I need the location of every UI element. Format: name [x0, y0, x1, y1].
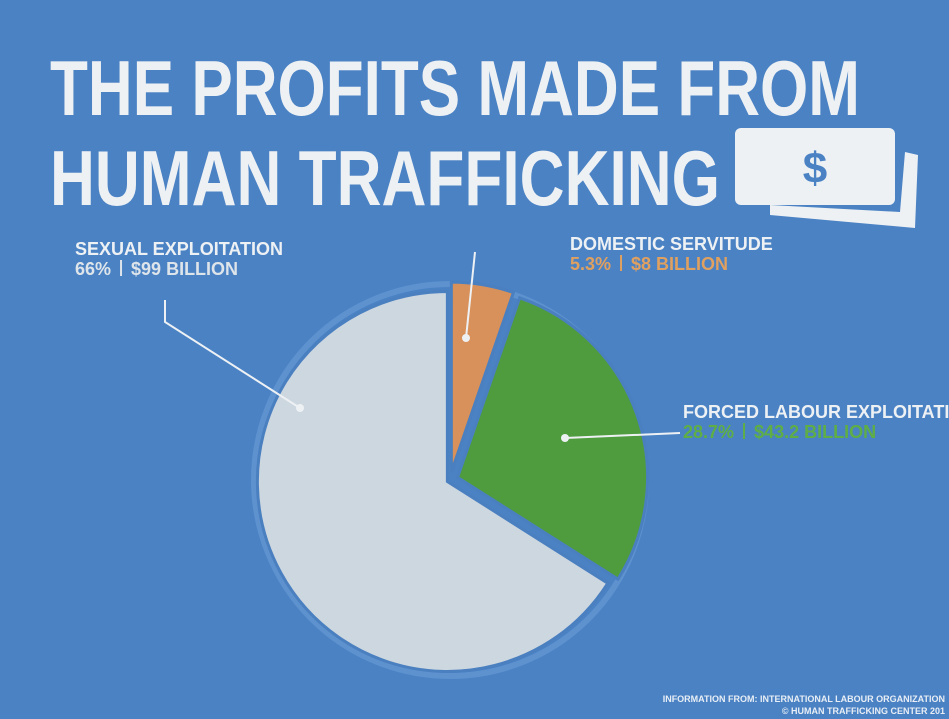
pie-slice: [455, 295, 649, 582]
leader-line: [564, 432, 681, 439]
slice-percent: 28.7%: [683, 422, 734, 442]
leader-dot: [462, 334, 470, 342]
leader-line: [465, 251, 476, 339]
bill-symbol: $: [803, 144, 827, 193]
bill-shadow: [770, 152, 918, 228]
bill: [735, 128, 895, 205]
slice-name: SEXUAL EXPLOITATION: [75, 239, 283, 259]
slice-amount: $99 BILLION: [131, 259, 238, 279]
title-line: THE PROFITS MADE FROM: [50, 44, 860, 132]
slice-amount: $8 BILLION: [631, 254, 728, 274]
footnote: INFORMATION FROM: INTERNATIONAL LABOUR O…: [663, 694, 945, 704]
leader-line: [164, 300, 301, 409]
slice-percent: 5.3%: [570, 254, 611, 274]
leader-dot: [296, 404, 304, 412]
title-line: HUMAN TRAFFICKING: [50, 134, 720, 222]
pie: [255, 280, 649, 673]
slice-percent: 66%: [75, 259, 111, 279]
pie-slice: [255, 289, 610, 673]
slice-name: FORCED LABOUR EXPLOITATION: [683, 402, 949, 422]
leader-dot: [561, 434, 569, 442]
slice-name: DOMESTIC SERVITUDE: [570, 234, 773, 254]
footnote: © HUMAN TRAFFICKING CENTER 201: [782, 706, 945, 716]
money-icon: $: [735, 128, 918, 228]
slice-amount: $43.2 BILLION: [754, 422, 876, 442]
